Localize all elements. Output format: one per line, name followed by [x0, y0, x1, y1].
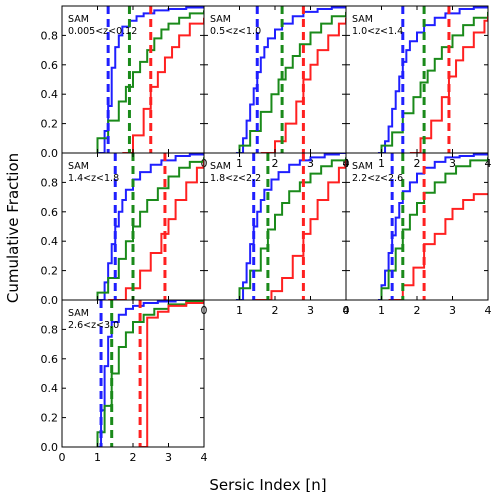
x-tick-label: 4 — [485, 304, 492, 317]
panel-label-sam: SAM — [352, 14, 373, 25]
panel-label-sam: SAM — [352, 161, 373, 172]
x-tick-label: 3 — [449, 304, 456, 317]
x-tick-label: 2 — [130, 451, 137, 464]
x-tick-label: 0 — [343, 304, 350, 317]
x-tick-label: 1 — [378, 304, 385, 317]
cdf-series-1 — [377, 6, 488, 153]
y-tick-label: 0.0 — [41, 441, 59, 454]
x-tick-label: 4 — [201, 451, 208, 464]
y-tick-label: 0.4 — [41, 235, 59, 248]
y-tick-label: 0.0 — [41, 147, 59, 160]
y-tick-label: 0.6 — [41, 59, 59, 72]
x-axis-label: Sersic Index [n] — [209, 476, 326, 494]
panel-label-redshift: 0.5<z<1.0 — [210, 26, 261, 37]
panel-label-sam: SAM — [68, 14, 89, 25]
x-tick-label: 2 — [414, 304, 421, 317]
cdf-series-2 — [96, 157, 204, 300]
cdf-series-1 — [97, 300, 204, 447]
x-tick-label: 3 — [307, 304, 314, 317]
x-tick-label: 3 — [307, 157, 314, 170]
y-tick-label: 0.8 — [41, 29, 59, 42]
cdf-series-2 — [96, 300, 204, 447]
y-tick-label: 0.6 — [41, 206, 59, 219]
plot-area — [96, 153, 204, 300]
panel-label-sam: SAM — [68, 161, 89, 172]
y-tick-label: 0.8 — [41, 323, 59, 336]
cdf-series-2 — [380, 11, 488, 153]
panel-label-sam: SAM — [210, 14, 231, 25]
cdf-series-2 — [238, 11, 346, 153]
x-tick-label: 2 — [272, 157, 279, 170]
x-tick-label: 3 — [449, 157, 456, 170]
panel-label-redshift: 0.005<z<0.12 — [68, 26, 137, 37]
panel-label-sam: SAM — [210, 161, 231, 172]
panel-label-redshift: 1.0<z<1.4 — [352, 26, 403, 37]
y-tick-label: 0.4 — [41, 382, 59, 395]
cdf-series-3 — [253, 160, 346, 300]
panel-label-sam: SAM — [68, 308, 89, 319]
plot-area — [96, 300, 204, 447]
y-tick-label: 0.2 — [41, 265, 59, 278]
x-tick-label: 1 — [94, 451, 101, 464]
cdf-series-3 — [388, 193, 488, 300]
x-tick-label: 2 — [414, 157, 421, 170]
x-tick-label: 3 — [165, 451, 172, 464]
cdf-series-3 — [409, 16, 488, 153]
y-tick-label: 0.2 — [41, 118, 59, 131]
cdf-series-3 — [260, 17, 346, 153]
x-tick-label: 1 — [236, 157, 243, 170]
plot-area — [377, 6, 488, 153]
y-tick-label: 0.8 — [41, 176, 59, 189]
panel-label-redshift: 1.4<z<1.8 — [68, 173, 119, 184]
cdf-series-3 — [140, 300, 204, 447]
panel-label-redshift: 1.8<z<2.2 — [210, 173, 261, 184]
cdf-series-3 — [108, 160, 204, 300]
y-tick-label: 0.2 — [41, 412, 59, 425]
y-tick-label: 0.4 — [41, 88, 59, 101]
panel-label-redshift: 2.6<z<3.0 — [68, 320, 119, 331]
y-tick-label: 0.0 — [41, 294, 59, 307]
x-tick-label: 4 — [343, 304, 350, 317]
cdf-series-1 — [235, 6, 346, 153]
x-tick-label: 1 — [236, 304, 243, 317]
x-tick-label: 1 — [378, 157, 385, 170]
cdf-series-2 — [238, 157, 346, 300]
cdf-series-2 — [96, 10, 204, 153]
y-tick-label: 0.6 — [41, 353, 59, 366]
plot-area — [235, 153, 346, 300]
cdf-series-1 — [97, 153, 204, 300]
y-axis-label: Cumulative Fraction — [4, 153, 22, 303]
plot-area — [377, 153, 488, 300]
cdf-series-2 — [380, 157, 488, 300]
x-tick-label: 0 — [59, 451, 66, 464]
panel-label-redshift: 2.2<z<2.6 — [352, 173, 403, 184]
cdf-series-3 — [122, 17, 204, 153]
x-tick-label: 2 — [272, 304, 279, 317]
cdf-series-1 — [235, 153, 346, 300]
plot-area — [235, 6, 346, 153]
